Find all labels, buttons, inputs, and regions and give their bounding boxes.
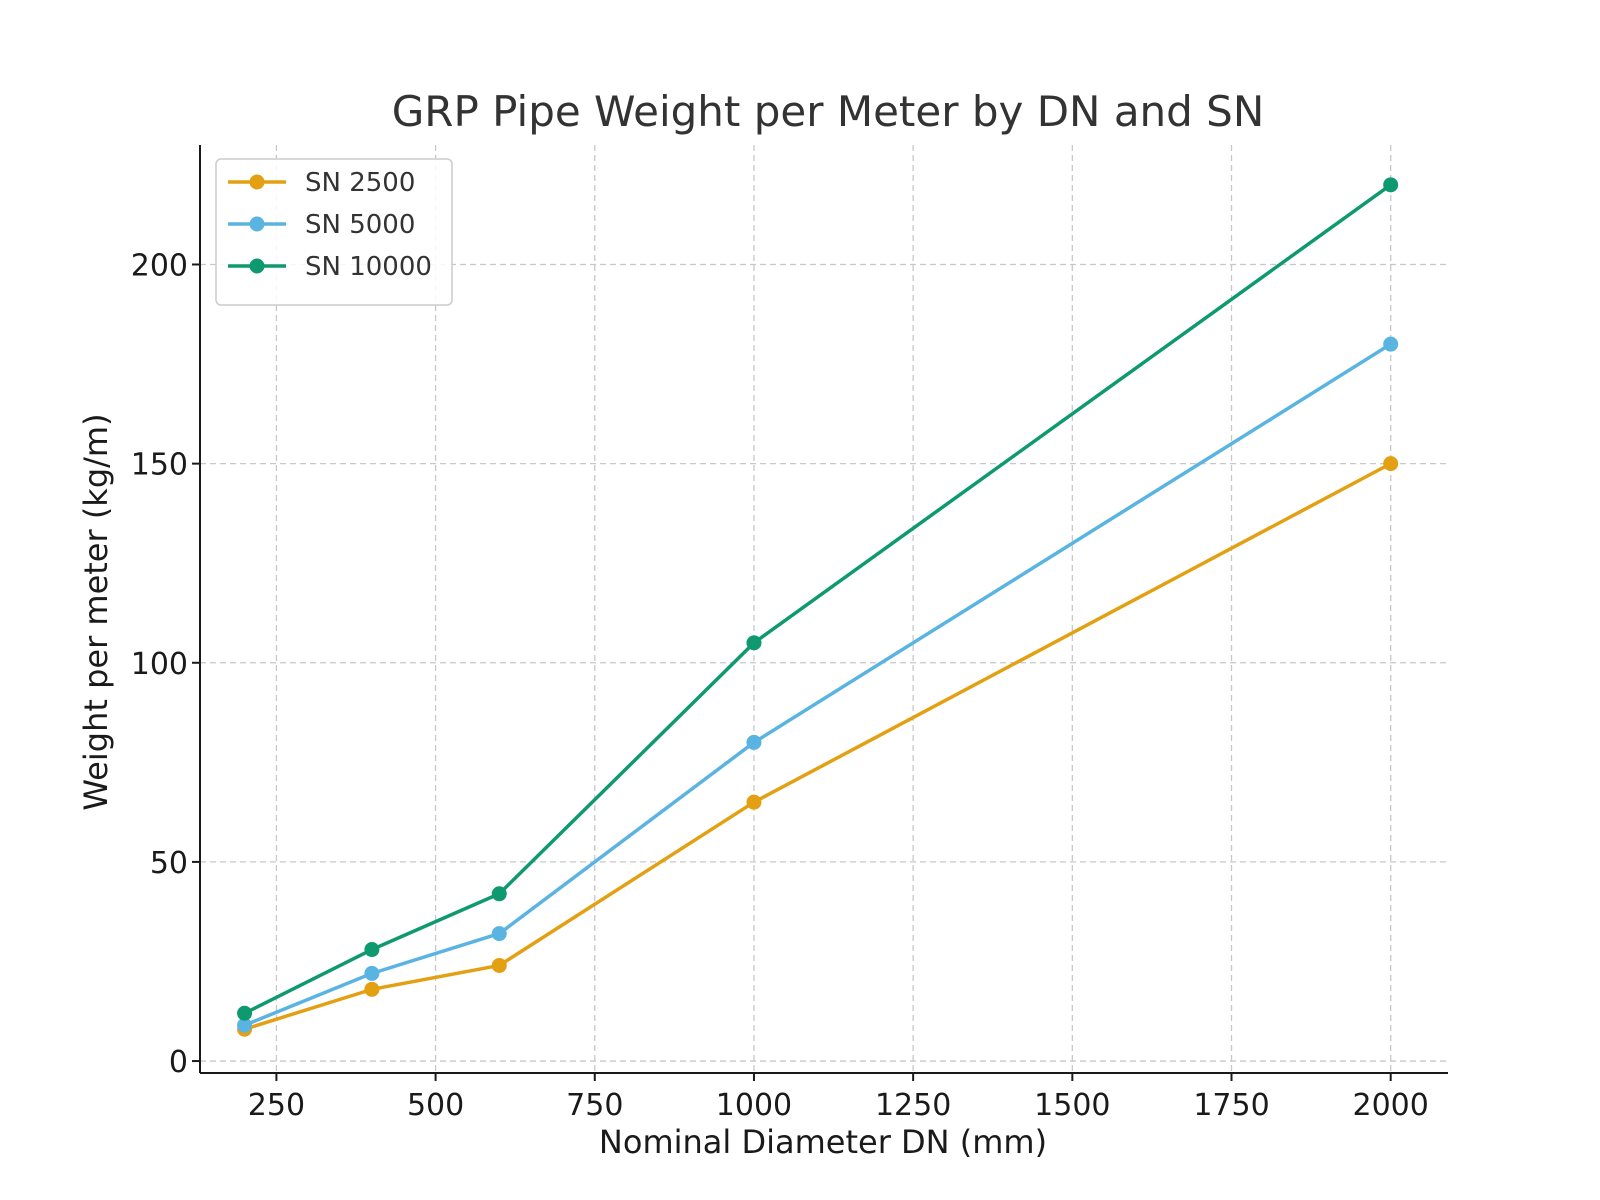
gridlines (200, 145, 1448, 1073)
x-tick-label: 1250 (875, 1088, 951, 1123)
legend-marker (249, 174, 265, 190)
y-tick-label: 0 (169, 1045, 188, 1080)
data-point (1383, 177, 1399, 193)
y-tick-label: 50 (150, 846, 188, 881)
series-sn-2500 (237, 456, 1399, 1037)
x-tick-label: 250 (248, 1088, 305, 1123)
data-point (491, 886, 507, 902)
y-axis-label: Weight per meter (kg/m) (77, 413, 115, 810)
x-tick-label: 2000 (1353, 1088, 1429, 1123)
data-point (364, 965, 380, 981)
data-point (746, 635, 762, 651)
data-point (491, 957, 507, 973)
x-axis-label: Nominal Diameter DN (mm) (599, 1123, 1047, 1161)
data-point (1383, 336, 1399, 352)
series-sn-5000 (237, 336, 1399, 1033)
data-point (237, 1005, 253, 1021)
legend-box (215, 158, 453, 306)
series-layer (237, 177, 1399, 1037)
data-point (746, 734, 762, 750)
legend: SN 2500 SN 5000 SN 10000 (215, 158, 453, 306)
legend-entry-label: SN 10000 (305, 252, 432, 282)
x-tick-label: 500 (407, 1088, 464, 1123)
data-point (237, 1017, 253, 1033)
x-tick-label: 1750 (1193, 1088, 1269, 1123)
data-point (1383, 456, 1399, 472)
series-line (244, 462, 1392, 1031)
y-tick-label: 200 (131, 248, 188, 283)
data-point (364, 981, 380, 997)
data-point (364, 942, 380, 958)
data-point (746, 794, 762, 810)
series-line (243, 183, 1392, 1015)
axes: 250 500 750 1000 1250 1500 1750 2000 0 50 100 150 20… (131, 145, 1448, 1123)
series-sn-10000 (237, 177, 1399, 1021)
x-tick-label: 1500 (1034, 1088, 1110, 1123)
legend-marker (249, 216, 265, 232)
x-tick-label: 1000 (716, 1088, 792, 1123)
y-tick-label: 150 (131, 448, 188, 483)
chart-title: GRP Pipe Weight per Meter by DN and SN (392, 87, 1265, 136)
x-tick-label: 750 (566, 1088, 623, 1123)
legend-entry-label: SN 2500 (305, 168, 415, 198)
data-point (491, 926, 507, 942)
legend-marker (249, 258, 265, 274)
series-line (243, 342, 1392, 1027)
y-tick-label: 100 (131, 647, 188, 682)
legend-entry-label: SN 5000 (305, 210, 415, 240)
